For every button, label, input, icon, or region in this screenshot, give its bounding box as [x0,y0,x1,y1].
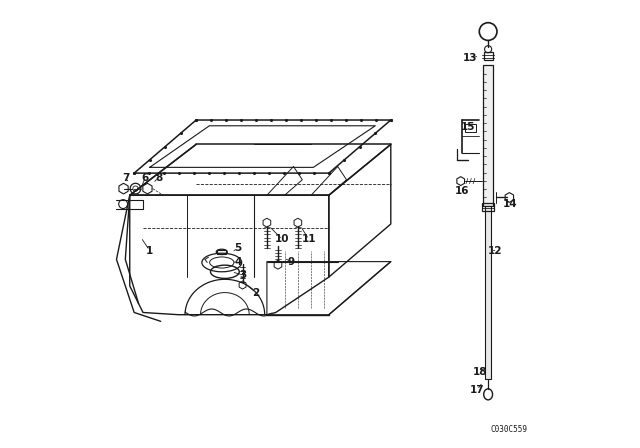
Text: 14: 14 [503,199,518,209]
Text: 17: 17 [470,385,484,395]
Text: 15: 15 [461,122,476,132]
Text: C030C559: C030C559 [491,425,528,434]
Text: 1: 1 [146,246,154,255]
Bar [465,124,476,132]
Text: 18: 18 [473,367,488,377]
Bar [483,65,493,206]
Text: 13: 13 [463,53,477,63]
Bar [486,206,491,379]
Text: 2: 2 [252,288,259,297]
Text: 3: 3 [239,270,246,280]
Bar [482,203,494,211]
Text: 6: 6 [141,172,149,182]
Text: 10: 10 [275,234,290,245]
Text: 7: 7 [122,172,130,182]
Text: 9: 9 [287,257,295,267]
Text: 8: 8 [155,172,162,182]
Text: 16: 16 [454,186,469,196]
Text: 5: 5 [234,243,242,253]
Bar [218,250,226,254]
Text: 11: 11 [301,234,316,245]
Text: 4: 4 [234,257,242,267]
Text: 12: 12 [488,246,502,255]
Bar [484,52,493,60]
